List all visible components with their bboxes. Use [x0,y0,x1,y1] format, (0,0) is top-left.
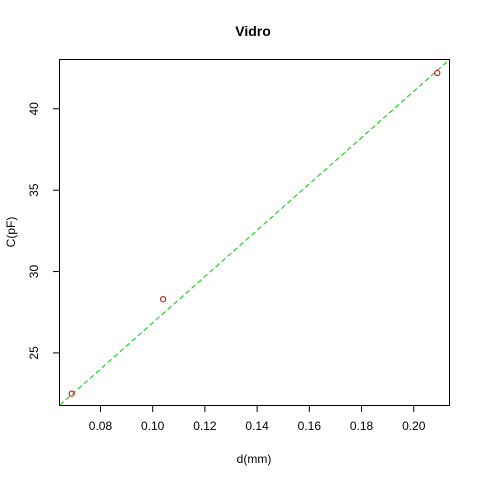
y-tick-label: 25 [27,346,41,360]
x-tick-label: 0.16 [298,419,322,433]
x-tick-label: 0.20 [402,419,426,433]
data-points [68,69,441,397]
y-tick-label: 35 [27,183,41,197]
data-point [160,296,167,303]
y-tick-label: 40 [27,102,41,116]
x-tick-label: 0.18 [350,419,374,433]
x-tick-label: 0.08 [89,419,113,433]
plot-frame [59,59,450,406]
x-tick-label: 0.14 [245,419,269,433]
data-point [434,69,441,77]
fit-line [59,59,450,406]
y-tick-label: 30 [27,265,41,279]
chart-title: Vidro [235,23,271,39]
y-axis-label: C(pF) [4,217,18,248]
y-axis: 25 30 35 40 [27,102,60,360]
x-tick-label: 0.12 [193,419,217,433]
data-point [68,390,75,397]
x-axis-label: d(mm) [237,452,272,466]
x-axis: 0.08 0.10 0.12 0.14 0.16 0.18 0.20 [89,405,426,433]
x-tick-label: 0.10 [141,419,165,433]
